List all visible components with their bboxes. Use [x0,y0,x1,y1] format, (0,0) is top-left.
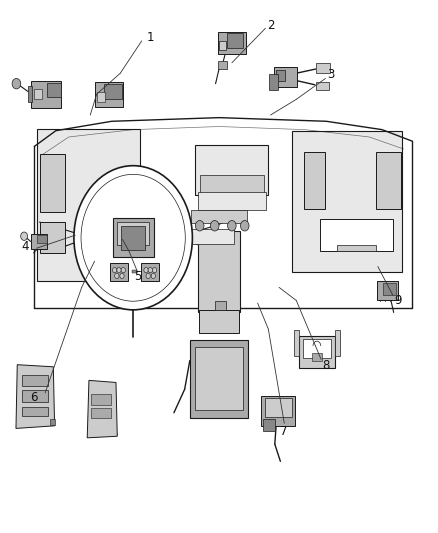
Circle shape [117,268,121,273]
Bar [198,231,240,312]
Bar [95,82,123,107]
Circle shape [121,268,125,273]
Circle shape [12,78,21,89]
Bar [22,375,48,386]
Bar [47,83,61,97]
Bar [312,353,321,361]
Bar [39,222,65,254]
Bar [37,129,140,280]
Bar [383,283,396,295]
Bar [200,175,264,196]
Bar [198,192,266,211]
Bar [91,408,111,418]
Circle shape [120,273,124,279]
Bar [303,338,331,358]
Circle shape [152,268,157,273]
Circle shape [151,273,155,279]
Bar [28,86,32,102]
Bar [132,270,137,273]
Bar [335,330,340,357]
Bar [218,32,246,54]
Circle shape [240,221,249,231]
Bar [195,145,268,195]
Bar [376,151,401,209]
Bar [377,280,398,301]
Bar [195,348,243,410]
Bar [274,67,297,87]
Bar [198,310,240,333]
Text: 2: 2 [268,19,275,31]
Text: 6: 6 [30,391,37,403]
Circle shape [115,273,119,279]
Bar [269,74,278,90]
Bar [91,394,111,405]
Bar [316,63,330,72]
Bar [263,419,275,431]
Bar [37,236,47,243]
Bar [34,90,42,99]
Bar [22,390,48,402]
Bar [113,218,154,257]
Bar [261,395,295,426]
Bar [32,80,61,108]
Text: 1: 1 [147,31,154,44]
Bar [22,407,48,416]
Circle shape [228,221,236,231]
Circle shape [210,221,219,231]
Bar [110,263,128,281]
Bar [191,211,247,223]
Circle shape [113,268,117,273]
Circle shape [146,273,150,279]
Text: 7: 7 [280,425,288,438]
Polygon shape [16,365,55,429]
Bar [337,245,376,252]
Bar [117,222,149,245]
Polygon shape [87,381,117,438]
Bar [50,419,55,425]
Bar [141,263,159,281]
Bar [31,234,47,249]
Text: 4: 4 [21,240,29,253]
Bar [320,220,393,251]
Bar [121,226,145,249]
Text: 5: 5 [134,270,141,284]
Bar [97,92,105,102]
Circle shape [74,166,192,310]
Circle shape [148,268,152,273]
Circle shape [144,268,148,273]
Bar [219,41,226,50]
Text: 9: 9 [395,294,402,307]
Bar [187,229,234,244]
Bar [294,330,299,357]
Bar [227,33,244,47]
Circle shape [21,232,28,240]
Bar [276,70,285,81]
Bar [292,131,402,272]
Bar [316,82,329,90]
Bar [304,151,325,209]
Bar [215,301,226,310]
Bar [104,84,122,99]
Bar [299,336,335,368]
Text: 8: 8 [322,359,329,372]
Circle shape [195,221,204,231]
Bar [39,154,65,212]
Bar [218,61,227,69]
Text: 3: 3 [327,68,334,82]
Bar [265,398,292,417]
Bar [190,340,248,418]
